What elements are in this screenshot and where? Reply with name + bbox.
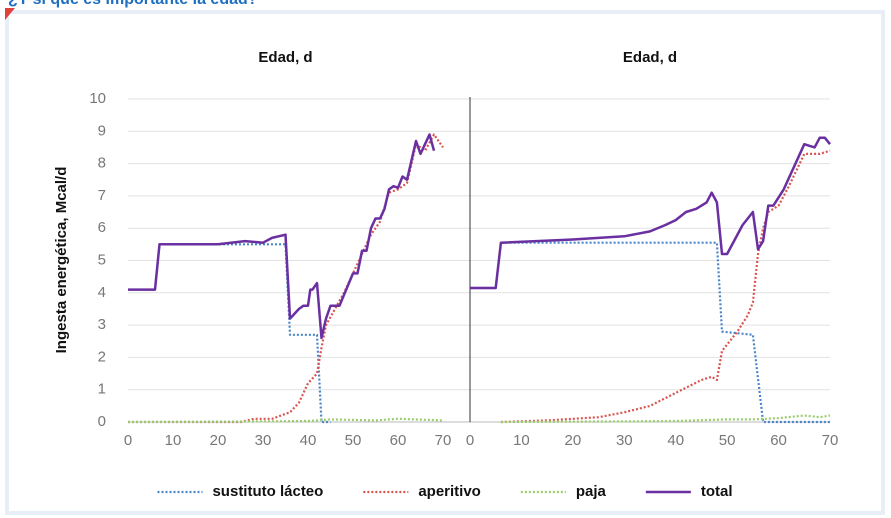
y-axis-label: Ingesta energética, Mcal/d [53,167,70,354]
x-tick-label: 40 [667,432,684,449]
series-line [128,243,331,424]
y-tick-label: 1 [98,381,106,398]
x-tick-label: 0 [124,432,132,449]
y-tick-label: 5 [98,251,106,268]
y-tick-label: 6 [98,219,106,236]
series-line [470,136,831,290]
panel-title: Edad, d [258,49,312,66]
y-tick-label: 3 [98,316,106,333]
legend-label: sustituto lácteo [212,483,323,500]
series-line [128,133,436,340]
legend-label: total [701,483,733,500]
y-tick-label: 10 [89,90,106,107]
x-tick-label: 60 [390,432,407,449]
plot-background [9,14,881,511]
x-tick-label: 10 [165,432,182,449]
x-tick-label: 30 [255,432,272,449]
x-tick-label: 60 [770,432,787,449]
x-tick-label: 10 [513,432,530,449]
corner-mark [5,8,15,20]
y-tick-label: 9 [98,122,106,139]
x-tick-label: 30 [616,432,633,449]
x-tick-label: 50 [719,432,736,449]
x-tick-label: 40 [300,432,317,449]
y-tick-label: 0 [98,413,106,430]
y-tick-label: 4 [98,284,106,301]
x-tick-label: 70 [822,432,839,449]
page-title: ¿Y si que es importante la edad? [8,0,258,8]
y-tick-label: 8 [98,155,106,172]
legend-label: paja [576,483,607,500]
x-tick-label: 50 [345,432,362,449]
x-tick-label: 20 [210,432,227,449]
series-line [500,414,831,424]
x-tick-label: 0 [466,432,474,449]
legend-label: aperitivo [418,483,481,500]
panel-title: Edad, d [623,49,677,66]
y-tick-label: 2 [98,348,106,365]
y-tick-label: 7 [98,187,106,204]
x-tick-label: 70 [435,432,452,449]
series-line [128,133,444,424]
x-tick-label: 20 [565,432,582,449]
